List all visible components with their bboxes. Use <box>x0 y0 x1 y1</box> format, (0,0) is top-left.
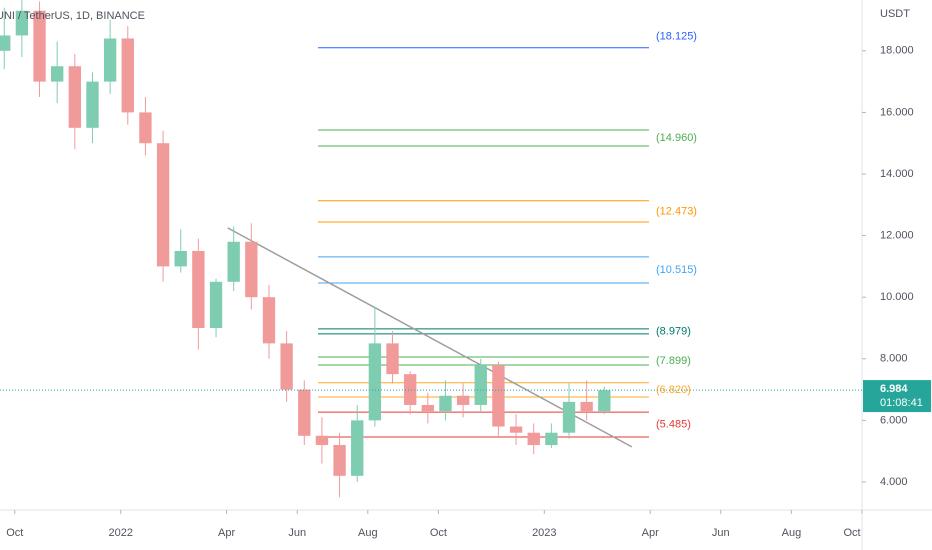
candle-body <box>333 445 346 476</box>
candle-body <box>492 364 505 427</box>
candle-body <box>174 250 187 267</box>
y-axis-label: USDT <box>880 8 910 20</box>
candle-body <box>33 10 46 82</box>
candle-body <box>403 374 417 405</box>
candle-body <box>0 35 11 51</box>
plot-area <box>0 0 649 498</box>
last-price-label: 6.984 <box>880 383 908 395</box>
y-tick-label: 10.000 <box>880 291 914 303</box>
candle-body <box>598 390 611 412</box>
x-tick-label: 2022 <box>108 527 132 539</box>
level-label: (14.960) <box>656 132 697 144</box>
candle-body <box>474 364 487 405</box>
candle-body <box>121 38 134 113</box>
level-label: (12.473) <box>656 205 697 217</box>
level-label: (7.899) <box>656 355 691 367</box>
candle-body <box>298 389 311 436</box>
y-tick-label: 6.000 <box>880 414 908 426</box>
candle-body <box>509 426 523 433</box>
y-tick-label: 12.000 <box>880 230 914 242</box>
level-label: (5.485) <box>656 418 691 430</box>
candle-body <box>245 241 258 298</box>
level-label: (18.125) <box>656 31 697 43</box>
candle-body <box>86 81 99 128</box>
y-tick-label: 18.000 <box>880 45 914 57</box>
candle-body <box>15 10 29 36</box>
candle-body <box>315 435 329 446</box>
x-tick-label: Apr <box>642 527 659 539</box>
x-tick-label: Oct <box>430 527 447 539</box>
candle-body <box>68 66 82 128</box>
last-price-box <box>863 380 931 413</box>
candle-body <box>421 404 435 412</box>
x-tick-label: Apr <box>218 527 235 539</box>
y-tick-label: 16.000 <box>880 106 914 118</box>
x-tick-label: Aug <box>358 527 378 539</box>
x-tick-label: Aug <box>782 527 802 539</box>
candle-body <box>139 112 152 144</box>
x-tick-label: 2023 <box>532 527 556 539</box>
x-tick-label: Oct <box>843 527 860 539</box>
candle-body <box>156 143 170 267</box>
candle-body <box>368 343 382 421</box>
x-tick-label: Jun <box>712 527 730 539</box>
candle-body <box>527 432 540 446</box>
level-label: (8.979) <box>656 325 691 337</box>
x-tick-label: Oct <box>6 527 23 539</box>
candle-body <box>562 401 576 433</box>
chart-title: UNI / TetherUS, 1D, BINANCE <box>0 10 145 22</box>
candle-body <box>192 250 205 328</box>
candle-body <box>545 432 558 446</box>
candle-body <box>103 38 117 82</box>
candle-body <box>351 420 364 476</box>
countdown-label: 01:08:41 <box>880 397 923 409</box>
y-tick-label: 4.000 <box>880 476 908 488</box>
candle-body <box>280 343 293 390</box>
candle-body <box>386 343 399 375</box>
candle-body <box>227 241 240 282</box>
x-tick-label: Jun <box>288 527 306 539</box>
candle-body <box>51 66 64 82</box>
candle-body <box>262 297 276 344</box>
level-label: (6.820) <box>656 384 691 396</box>
candle-body <box>580 401 593 412</box>
candle-body <box>209 281 223 328</box>
candle-body <box>439 395 452 412</box>
y-tick-label: 14.000 <box>880 168 914 180</box>
level-label: (10.515) <box>656 264 697 276</box>
candle-body <box>456 395 470 405</box>
y-tick-label: 8.000 <box>880 353 908 365</box>
